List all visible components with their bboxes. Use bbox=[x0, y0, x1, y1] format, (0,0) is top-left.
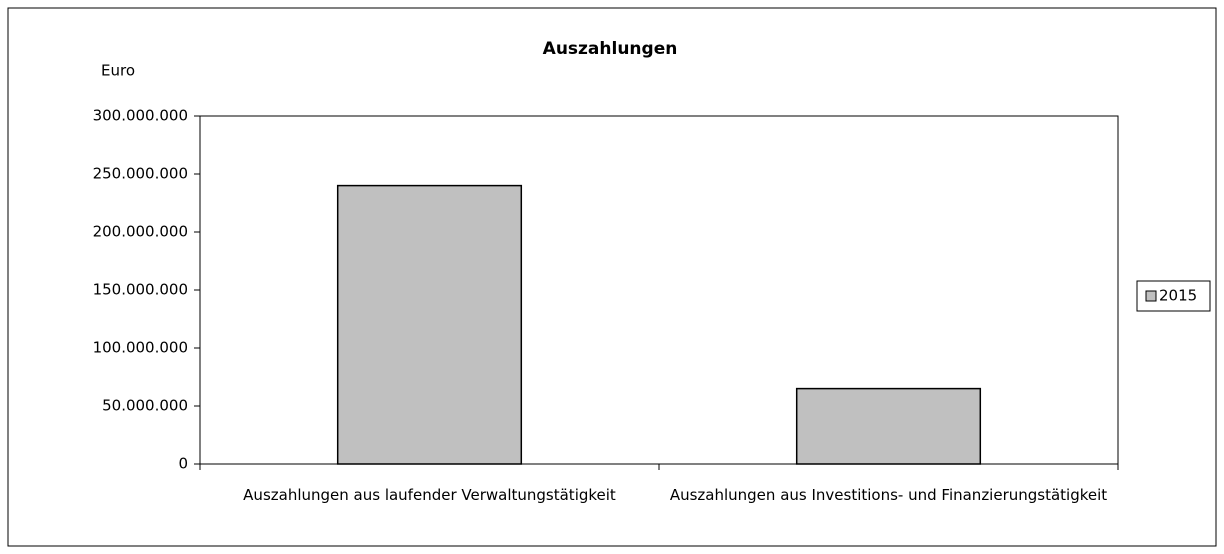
y-tick-label: 50.000.000 bbox=[102, 397, 188, 415]
legend-swatch bbox=[1145, 290, 1157, 302]
x-tick-label: Auszahlungen aus Investitions- und Finan… bbox=[669, 486, 1108, 504]
y-tick-label: 200.000.000 bbox=[93, 223, 188, 241]
y-tick-label: 0 bbox=[178, 455, 188, 473]
bar bbox=[336, 184, 523, 465]
chart-frame bbox=[7, 7, 1217, 547]
y-axis-label: Euro bbox=[101, 62, 135, 80]
y-tick-label: 250.000.000 bbox=[93, 165, 188, 183]
x-tick-label: Auszahlungen aus laufender Verwaltungstä… bbox=[243, 486, 616, 504]
bar bbox=[795, 387, 982, 465]
legend-label: 2015 bbox=[1159, 287, 1197, 305]
y-tick-label: 300.000.000 bbox=[93, 107, 188, 125]
y-tick-label: 150.000.000 bbox=[93, 281, 188, 299]
chart-title: Auszahlungen bbox=[543, 39, 678, 59]
y-tick-label: 100.000.000 bbox=[93, 339, 188, 357]
